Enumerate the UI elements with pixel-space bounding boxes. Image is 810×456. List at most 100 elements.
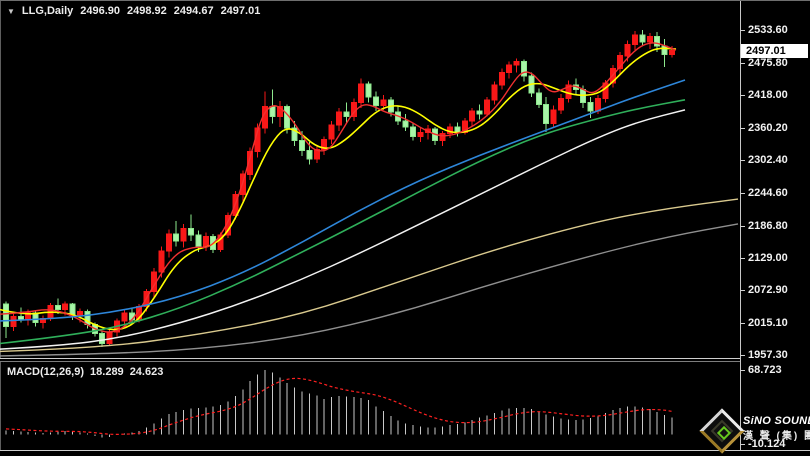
candle-body (476, 110, 483, 115)
candle-body (550, 109, 557, 124)
candle-body (580, 89, 587, 104)
candle-body (328, 124, 335, 140)
candle-body (99, 332, 106, 344)
price-axis-label: 2072.90 (748, 284, 788, 296)
candle-body (343, 111, 350, 118)
candle-body (491, 84, 498, 101)
candle-body (513, 60, 520, 66)
candle-body (624, 44, 631, 57)
ma-mid-green (0, 99, 686, 345)
candle-body (661, 45, 668, 56)
candle-body (54, 305, 61, 311)
price-axis-label: 2129.00 (748, 252, 788, 264)
macd-chart[interactable] (0, 362, 740, 450)
candle-body (402, 120, 409, 128)
price-axis-label: 2475.80 (748, 57, 788, 69)
candle-body (373, 96, 379, 106)
collapse-caret-icon[interactable]: ▼ (7, 6, 15, 16)
candle-body (77, 310, 83, 316)
candle-body (269, 106, 276, 118)
macd-indicator-label: MACD(12,26,9) 18.289 24.623 (7, 366, 163, 378)
ma-long-gray (0, 223, 739, 357)
candle-body (506, 64, 513, 74)
price-axis-label: 2186.80 (748, 220, 788, 232)
candle-body (632, 34, 638, 46)
panel-splitter[interactable] (0, 358, 740, 362)
candle-body (195, 234, 202, 247)
macd-signal-value: 24.623 (129, 366, 164, 378)
candle-body (669, 50, 675, 56)
candle-body (454, 126, 461, 133)
window-border-top (0, 0, 810, 1)
candle-body (299, 139, 305, 152)
candle-body (3, 303, 9, 328)
current-price-tag: 2497.01 (741, 44, 808, 58)
candle-body (639, 34, 646, 43)
macd-name: MACD(12,26,9) (7, 366, 85, 378)
candle-body (587, 102, 594, 112)
candle-body (484, 99, 490, 115)
ma-slow-white (0, 109, 686, 350)
candle-body (291, 127, 298, 141)
candle-body (521, 60, 527, 77)
candle-body (336, 111, 342, 126)
candle-body (535, 92, 542, 105)
brand-watermark: SiNO SOUND 漢 聲 (集) 團 (699, 404, 810, 454)
candle-body (313, 148, 320, 160)
high-value: 2498.92 (127, 5, 167, 17)
candle-body (498, 72, 505, 86)
candle-body (180, 227, 187, 242)
price-chart[interactable] (0, 0, 740, 358)
candle-body (62, 303, 69, 311)
candle-body (469, 110, 476, 122)
brand-name-chinese: 漢 聲 (集) 團 (743, 430, 810, 442)
candle-body (158, 250, 165, 273)
ma-fast-red (0, 42, 677, 333)
candle-body (617, 55, 624, 70)
candle-body (121, 312, 128, 322)
candle-body (654, 36, 661, 47)
candle-body (595, 98, 601, 112)
candles (3, 29, 675, 347)
price-axis-label: 2302.40 (748, 154, 788, 166)
low-value: 2494.67 (173, 5, 214, 17)
macd-line-value: 18.289 (90, 366, 124, 378)
symbol-period-label: LLG,Daily (21, 5, 74, 17)
ma-long-wheat (0, 198, 739, 353)
candle-body (380, 99, 387, 106)
candle-body (358, 83, 365, 104)
close-value: 2497.01 (220, 5, 261, 17)
price-axis-label: 2244.60 (748, 187, 788, 199)
candle-body (543, 103, 550, 125)
macd-axis-label: 68.723 (748, 364, 782, 376)
candle-body (558, 98, 564, 111)
ma-mid-blue (0, 79, 686, 322)
price-axis-label: 2360.20 (748, 122, 788, 134)
price-axis-label: 2533.60 (748, 24, 788, 36)
candle-body (365, 83, 372, 98)
ma-fast-yellow (0, 47, 677, 331)
price-axis-label: 2015.10 (748, 317, 788, 329)
candle-body (276, 106, 283, 118)
candle-body (165, 233, 172, 252)
macd-histogram (5, 370, 673, 438)
price-axis-label: 1957.30 (748, 349, 788, 361)
brand-name: SiNO SOUND (743, 414, 810, 427)
candle-body (439, 133, 446, 141)
candle-body (10, 315, 17, 328)
window-border-bottom (0, 450, 810, 451)
price-axis-line[interactable] (740, 0, 741, 451)
candle-body (306, 150, 313, 160)
brand-diamond-icon (699, 407, 745, 454)
candle-body (410, 126, 416, 137)
price-axis-label: 2418.00 (748, 89, 788, 101)
candle-body (247, 151, 254, 175)
window-border-left (0, 0, 1, 451)
candle-body (202, 235, 209, 248)
chart-header: ▼ LLG,Daily 2496.90 2498.92 2494.67 2497… (7, 5, 260, 17)
candle-body (321, 138, 328, 151)
candle-body (173, 233, 180, 242)
open-value: 2496.90 (80, 5, 121, 17)
candle-body (646, 36, 653, 43)
